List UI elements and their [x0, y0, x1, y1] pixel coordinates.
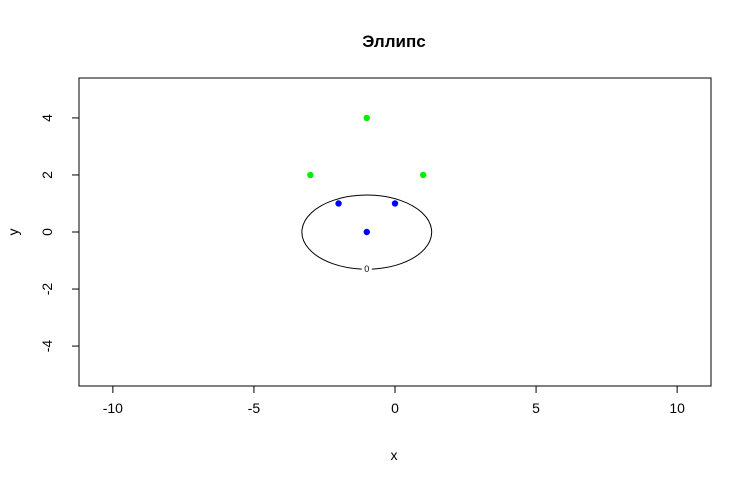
x-axis: -10 -5 0 5 10	[103, 385, 685, 416]
data-point	[307, 171, 314, 179]
x-tick-label: 10	[669, 400, 685, 416]
y-tick-label: 0	[39, 228, 55, 236]
data-point	[420, 171, 427, 179]
y-tick-label: 2	[39, 171, 55, 179]
plot-frame	[78, 77, 712, 387]
data-point	[335, 200, 342, 207]
y-tick-label: 4	[39, 114, 55, 122]
x-tick-label: -10	[103, 400, 123, 416]
chart-title: Эллипс	[362, 32, 425, 51]
y-tick-label: -4	[39, 340, 55, 353]
y-axis-label: y	[5, 229, 21, 236]
y-tick-label: -2	[39, 283, 55, 296]
plot-marks: 0	[301, 114, 433, 274]
x-tick-label: -5	[248, 400, 261, 416]
x-tick-label: 5	[532, 400, 540, 416]
x-tick-label: 0	[391, 400, 399, 416]
data-point	[363, 114, 370, 122]
x-axis-label: x	[391, 447, 398, 463]
contour-label: 0	[364, 264, 369, 274]
data-point	[363, 228, 370, 236]
ellipse-contour	[301, 194, 433, 270]
y-axis: -4 -2 0 2 4	[39, 114, 80, 353]
data-point	[391, 200, 399, 207]
